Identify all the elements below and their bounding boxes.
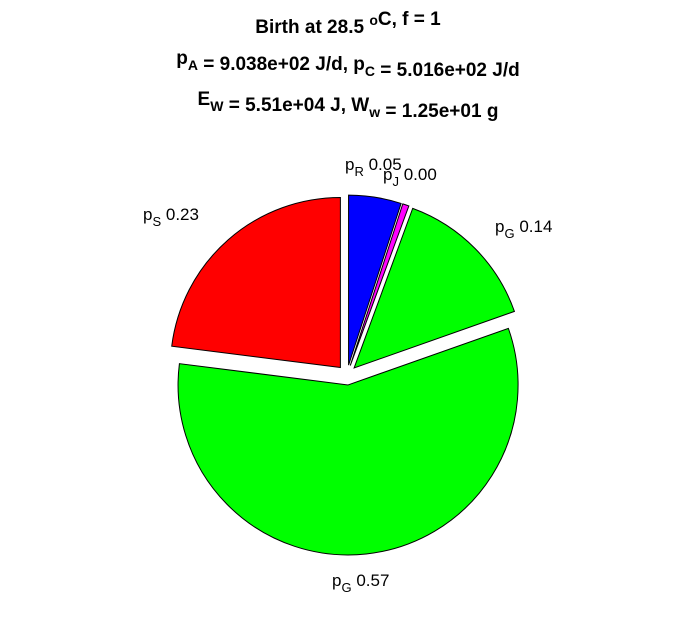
title-text-run: E bbox=[198, 89, 211, 110]
slice-label-value: 0.00 bbox=[399, 165, 437, 184]
chart-title-line-1: Birth at 28.5 oC, f = 1 bbox=[255, 9, 441, 38]
slice-label-symbol: p bbox=[383, 165, 392, 184]
slice-label-value: 0.05 bbox=[364, 155, 402, 174]
slice-label-subscript: S bbox=[152, 214, 161, 229]
chart-title: Birth at 28.5 oC, f = 1 pA = 9.038e+02 J/… bbox=[176, 9, 519, 122]
slice-label-value: 0.23 bbox=[161, 205, 199, 224]
slice-label-subscript: G bbox=[341, 580, 351, 595]
title-text-run: p bbox=[176, 48, 188, 69]
title-text-run: = 1.25e+01 g bbox=[380, 101, 498, 122]
title-subscript: C bbox=[365, 63, 375, 79]
slice-label-1: pR 0.05 bbox=[345, 155, 402, 179]
title-text-run: = 5.51e+04 J, W bbox=[223, 95, 369, 116]
slice-label-symbol: p bbox=[345, 155, 354, 174]
title-text-run: = 9.038e+02 J/d, p bbox=[198, 54, 365, 75]
slice-label-value: 0.14 bbox=[515, 217, 553, 236]
chart-title-line-3: EW = 5.51e+04 J, Ww = 1.25e+01 g bbox=[198, 89, 499, 122]
pie-slice-pG-4 bbox=[177, 327, 519, 556]
slice-label-5: pS 0.23 bbox=[143, 205, 199, 229]
title-subscript: w bbox=[368, 104, 380, 120]
pie-slice-pS-5 bbox=[171, 196, 341, 369]
title-subscript: A bbox=[188, 57, 198, 73]
pie-slice-pG-3 bbox=[353, 207, 516, 369]
slice-label-symbol: p bbox=[143, 205, 152, 224]
slice-label-4: pG 0.57 bbox=[332, 571, 389, 595]
title-text-run: C, f = 1 bbox=[378, 9, 441, 30]
pie-slice-pJ-2 bbox=[349, 203, 410, 366]
title-text-run: Birth at 28.5 bbox=[255, 17, 369, 38]
slice-label-value: 0.57 bbox=[352, 571, 390, 590]
title-text-run: = 5.016e+02 J/d bbox=[375, 60, 520, 81]
slice-label-symbol: p bbox=[495, 217, 504, 236]
chart-title-line-2: pA = 9.038e+02 J/d, pC = 5.016e+02 J/d bbox=[176, 48, 519, 81]
slice-label-3: pG 0.14 bbox=[495, 217, 552, 241]
slice-label-subscript: J bbox=[392, 174, 399, 189]
slice-label-symbol: p bbox=[332, 571, 341, 590]
title-superscript: o bbox=[369, 12, 378, 28]
pie-slices bbox=[171, 194, 519, 556]
slice-label-subscript: R bbox=[354, 164, 363, 179]
slice-label-2: pJ 0.00 bbox=[383, 165, 437, 189]
title-subscript: W bbox=[210, 98, 224, 114]
slice-label-subscript: G bbox=[504, 226, 514, 241]
pie-slice-pR-1 bbox=[348, 194, 402, 366]
